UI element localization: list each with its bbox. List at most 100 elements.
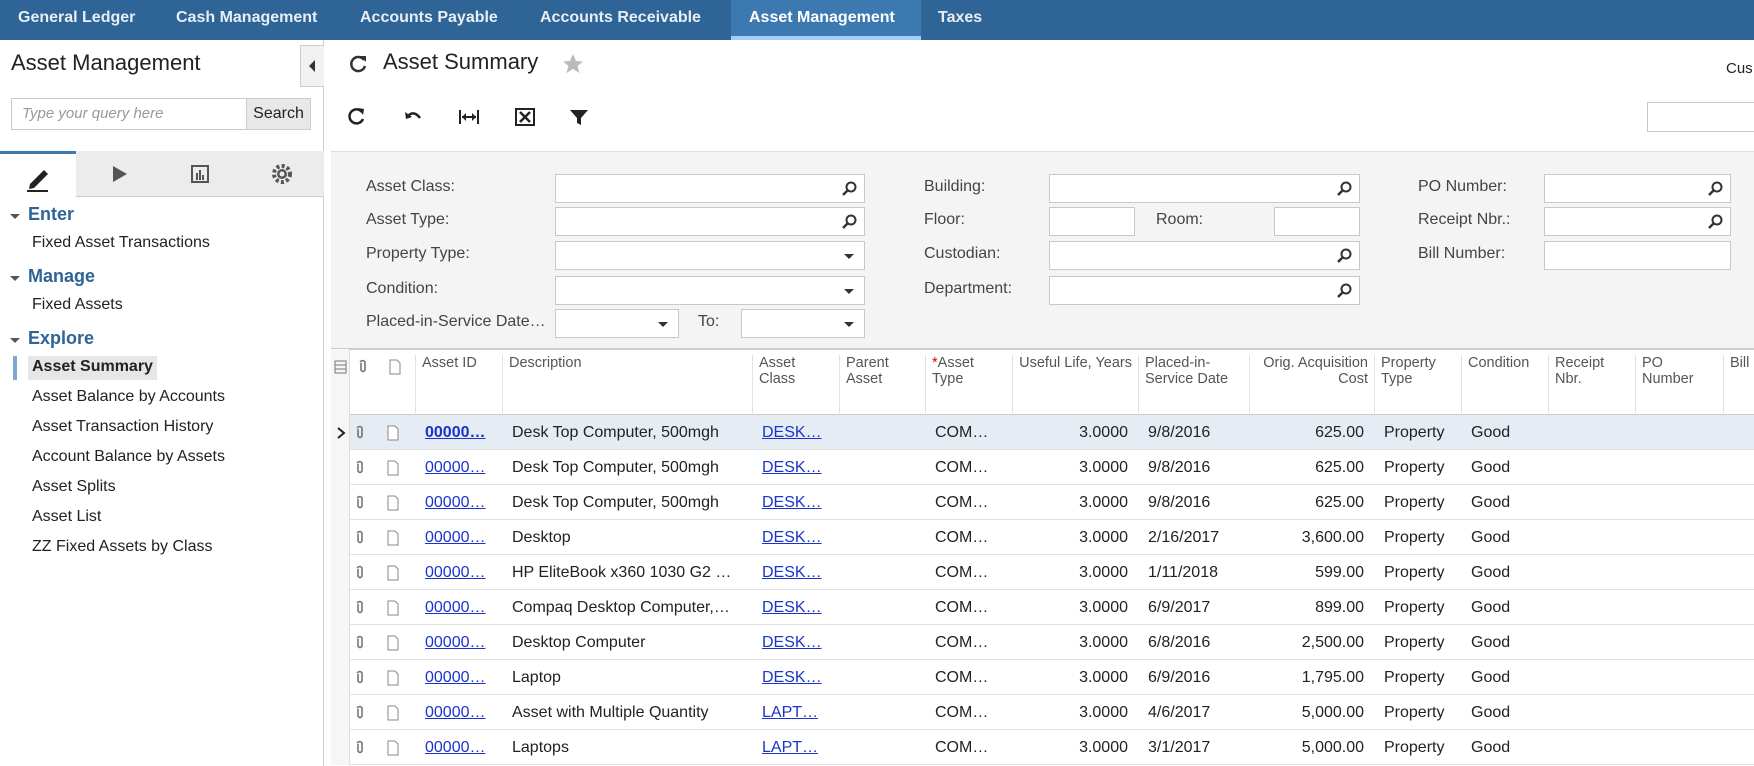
column-header[interactable]: *Asset Type bbox=[925, 355, 1012, 413]
cell-link[interactable]: LAPT… bbox=[762, 704, 819, 721]
edit-tab[interactable] bbox=[0, 151, 76, 198]
filter-input[interactable] bbox=[1274, 207, 1360, 236]
nav-tab[interactable]: Asset Management bbox=[731, 0, 921, 40]
menu-section[interactable]: Enter bbox=[10, 204, 74, 225]
row-selector[interactable] bbox=[331, 590, 350, 625]
nav-tab[interactable]: Cash Management bbox=[176, 9, 318, 26]
row-selector[interactable] bbox=[331, 695, 350, 730]
filter-input[interactable] bbox=[1544, 241, 1731, 270]
grid-row[interactable] bbox=[331, 625, 1754, 660]
search-input[interactable]: Type your query here bbox=[11, 98, 247, 130]
menu-item[interactable]: Fixed Asset Transactions bbox=[32, 234, 210, 251]
column-header[interactable]: Description bbox=[502, 355, 752, 413]
grid-row[interactable] bbox=[331, 730, 1754, 765]
filter-input[interactable] bbox=[555, 276, 865, 305]
collapse-button[interactable] bbox=[300, 45, 324, 87]
filter-input[interactable] bbox=[555, 241, 865, 270]
cell-link[interactable]: 00000… bbox=[425, 494, 486, 511]
cell-link[interactable]: 00000… bbox=[425, 739, 486, 756]
grid-row[interactable] bbox=[331, 555, 1754, 590]
filter-button[interactable] bbox=[568, 106, 590, 128]
grid-row[interactable] bbox=[331, 450, 1754, 485]
row-selector[interactable] bbox=[331, 555, 350, 590]
menu-item[interactable]: Asset List bbox=[32, 508, 102, 525]
row-selector[interactable] bbox=[331, 450, 350, 485]
reports-tab[interactable] bbox=[162, 151, 238, 197]
menu-item[interactable]: Asset Summary bbox=[28, 356, 157, 380]
grid-row[interactable] bbox=[331, 520, 1754, 555]
column-header[interactable]: Orig. Acquisition Cost bbox=[1249, 355, 1374, 413]
grid-row[interactable] bbox=[331, 415, 1754, 450]
grid-row[interactable] bbox=[331, 660, 1754, 695]
menu-item[interactable]: Account Balance by Assets bbox=[32, 448, 225, 465]
filter-input[interactable] bbox=[1544, 174, 1731, 203]
column-header[interactable]: Property Type bbox=[1374, 355, 1461, 413]
column-header[interactable]: Condition bbox=[1461, 355, 1548, 413]
export-button[interactable] bbox=[514, 106, 536, 128]
cell-link[interactable]: DESK… bbox=[762, 424, 822, 441]
refresh-icon[interactable] bbox=[346, 52, 370, 76]
column-header[interactable]: Asset Class bbox=[752, 355, 839, 413]
menu-item[interactable]: Asset Transaction History bbox=[32, 418, 214, 435]
column-header[interactable]: PO Number bbox=[1635, 355, 1723, 413]
settings-tab[interactable] bbox=[243, 151, 324, 197]
row-selector[interactable] bbox=[331, 415, 350, 450]
grid-row[interactable] bbox=[331, 695, 1754, 730]
filter-input[interactable] bbox=[1049, 276, 1360, 305]
column-header[interactable]: Placed-in-Service Date bbox=[1138, 355, 1249, 413]
cell-link[interactable]: 00000… bbox=[425, 599, 486, 616]
row-selector[interactable] bbox=[331, 485, 350, 520]
cell-link[interactable]: 00000… bbox=[425, 459, 486, 476]
column-header[interactable]: Receipt Nbr. bbox=[1548, 355, 1635, 413]
refresh-button[interactable] bbox=[346, 106, 368, 128]
filter-input[interactable] bbox=[555, 207, 865, 236]
menu-item[interactable]: Asset Balance by Accounts bbox=[32, 388, 225, 405]
cell-link[interactable]: 00000… bbox=[425, 564, 486, 581]
filter-input[interactable] bbox=[741, 309, 865, 338]
cell-link[interactable]: LAPT… bbox=[762, 739, 819, 756]
undo-button[interactable] bbox=[402, 106, 424, 128]
menu-item[interactable]: ZZ Fixed Assets by Class bbox=[32, 538, 213, 555]
nav-tab[interactable]: General Ledger bbox=[18, 9, 136, 26]
cell-link[interactable]: DESK… bbox=[762, 599, 822, 616]
favorite-star[interactable] bbox=[561, 52, 585, 76]
column-header[interactable]: Useful Life, Years bbox=[1012, 355, 1138, 413]
column-config-icon[interactable] bbox=[333, 359, 349, 375]
cell-link[interactable]: 00000… bbox=[425, 704, 486, 721]
run-tab[interactable] bbox=[81, 151, 157, 197]
nav-tab[interactable]: Taxes bbox=[938, 9, 983, 26]
column-header[interactable]: Asset ID bbox=[415, 355, 502, 413]
filter-input[interactable] bbox=[1049, 241, 1360, 270]
row-selector[interactable] bbox=[331, 625, 350, 660]
column-header[interactable]: Parent Asset bbox=[839, 355, 925, 413]
row-selector[interactable] bbox=[331, 730, 350, 765]
fit-columns-button[interactable] bbox=[458, 106, 480, 128]
menu-section[interactable]: Manage bbox=[10, 266, 95, 287]
grid-row[interactable] bbox=[331, 485, 1754, 520]
filter-input[interactable] bbox=[555, 174, 865, 203]
nav-tab[interactable]: Accounts Payable bbox=[360, 9, 498, 26]
cell-link[interactable]: DESK… bbox=[762, 459, 822, 476]
search-button[interactable]: Search bbox=[246, 98, 311, 130]
filter-input[interactable] bbox=[1049, 174, 1360, 203]
column-header[interactable]: Bill Number bbox=[1723, 355, 1754, 413]
menu-item[interactable]: Fixed Assets bbox=[32, 296, 123, 313]
nav-tab[interactable]: Accounts Receivable bbox=[540, 9, 701, 26]
cell-link[interactable]: DESK… bbox=[762, 529, 822, 546]
filter-input[interactable] bbox=[1049, 207, 1135, 236]
grid-row[interactable] bbox=[331, 590, 1754, 625]
cell-link[interactable]: 00000… bbox=[425, 669, 486, 686]
toolbar-search[interactable] bbox=[1647, 102, 1754, 132]
cell-link[interactable]: 00000… bbox=[425, 529, 486, 546]
cell-link[interactable]: 00000… bbox=[425, 424, 486, 441]
menu-section[interactable]: Explore bbox=[10, 328, 94, 349]
filter-input[interactable] bbox=[1544, 207, 1731, 236]
cell-link[interactable]: DESK… bbox=[762, 564, 822, 581]
cell-link[interactable]: DESK… bbox=[762, 634, 822, 651]
filter-input[interactable] bbox=[555, 309, 679, 338]
menu-item[interactable]: Asset Splits bbox=[32, 478, 116, 495]
row-selector[interactable] bbox=[331, 660, 350, 695]
cell-link[interactable]: DESK… bbox=[762, 494, 822, 511]
cell-link[interactable]: DESK… bbox=[762, 669, 822, 686]
row-selector[interactable] bbox=[331, 520, 350, 555]
